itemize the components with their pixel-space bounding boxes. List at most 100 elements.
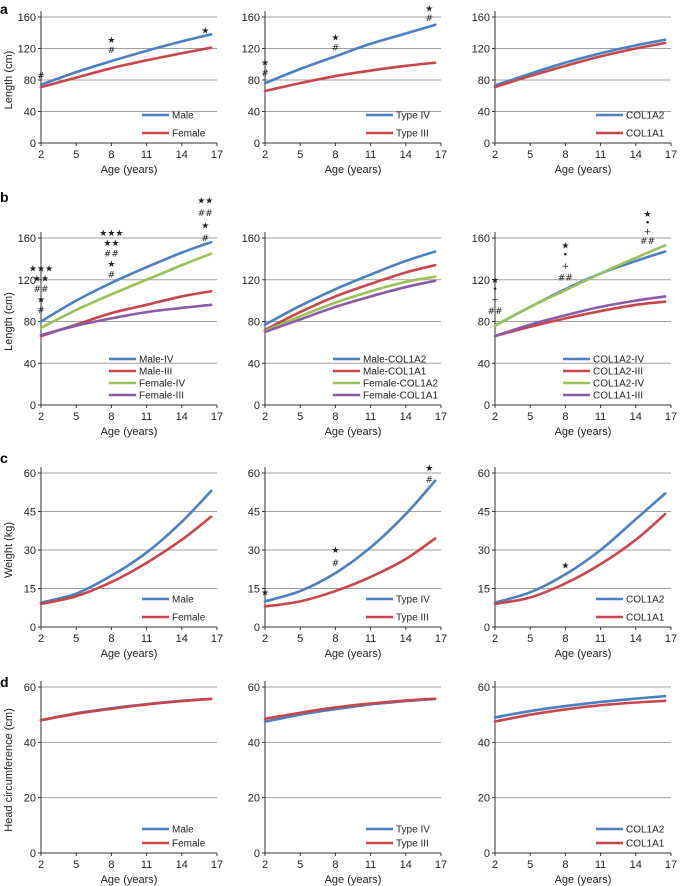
x-tick-label: 5	[73, 411, 79, 423]
legend-label: COL1A2-III	[593, 367, 643, 378]
significance-marker: ##	[33, 285, 48, 295]
x-tick-label: 8	[332, 859, 338, 871]
x-tick-label: 17	[665, 411, 677, 423]
y-tick-label: 160	[472, 233, 490, 245]
x-tick-label: 17	[435, 633, 447, 645]
x-tick-label: 2	[262, 859, 268, 871]
x-tick-label: 2	[492, 411, 498, 423]
x-axis-label: Age (years)	[101, 164, 158, 176]
significance-marker: ##	[104, 250, 119, 260]
series-line-male-col1a2	[263, 250, 437, 326]
significance-marker: +	[644, 228, 652, 238]
x-tick-label: 2	[492, 633, 498, 645]
series-line-col1a1	[493, 512, 667, 606]
x-tick-label: 11	[141, 859, 152, 871]
panel-label: d	[0, 674, 9, 690]
y-tick-label: 40	[248, 358, 260, 370]
x-tick-label: 11	[365, 411, 376, 423]
x-tick-label: 17	[211, 149, 223, 161]
series-line-female-iii	[39, 303, 213, 337]
panel-label: c	[0, 450, 8, 466]
y-tick-label: 0	[254, 138, 260, 150]
legend-label: COL1A2-IV	[593, 355, 644, 366]
series-line-male	[39, 33, 213, 87]
y-tick-label: 20	[24, 793, 36, 805]
y-tick-label: 45	[24, 507, 36, 519]
y-tick-label: 80	[248, 75, 260, 87]
y-tick-label: 30	[478, 545, 490, 557]
x-tick-label: 5	[527, 633, 533, 645]
x-tick-label: 5	[297, 411, 303, 423]
legend-label: Female-COL1A2	[363, 379, 438, 390]
y-tick-label: 0	[254, 622, 260, 634]
significance-marker: ★	[201, 26, 209, 36]
significance-marker: ★	[331, 546, 339, 556]
significance-marker: #	[37, 71, 45, 81]
y-tick-label: 120	[242, 275, 260, 287]
x-tick-label: 11	[141, 149, 152, 161]
x-tick-label: 11	[141, 633, 152, 645]
x-tick-label: 11	[141, 411, 152, 423]
x-axis-label: Age (years)	[555, 874, 612, 886]
series-line-type iv	[263, 479, 437, 603]
y-tick-label: 40	[478, 737, 490, 749]
y-tick-label: 60	[24, 682, 36, 694]
significance-marker: #	[332, 559, 340, 569]
x-axis-label: Age (years)	[555, 648, 612, 660]
x-axis-label: Age (years)	[101, 874, 158, 886]
significance-marker: #	[108, 271, 116, 281]
y-tick-label: 60	[248, 682, 260, 694]
y-tick-label: 160	[18, 12, 36, 24]
legend-label: COL1A2-IV	[593, 379, 644, 390]
series-line-female	[39, 515, 213, 606]
series-line-female-iv	[39, 252, 213, 330]
y-tick-label: 20	[248, 793, 260, 805]
x-tick-label: 14	[176, 859, 188, 871]
x-axis-label: Age (years)	[325, 426, 382, 438]
significance-marker: •	[645, 218, 650, 228]
x-tick-label: 17	[211, 633, 223, 645]
x-tick-label: 11	[365, 859, 376, 871]
panel-label: a	[0, 1, 8, 17]
y-tick-label: 120	[18, 44, 36, 56]
legend-label: COL1A1	[626, 839, 665, 850]
x-axis-label: Age (years)	[101, 648, 158, 660]
x-tick-label: 2	[262, 149, 268, 161]
y-tick-label: 40	[24, 737, 36, 749]
x-tick-label: 8	[332, 633, 338, 645]
x-tick-label: 14	[630, 859, 642, 871]
y-tick-label: 15	[248, 584, 260, 596]
y-axis-label: Head circumference (cm)	[3, 708, 15, 831]
significance-marker: ★	[425, 4, 433, 14]
significance-marker: ★	[37, 296, 45, 306]
legend-label: Female-COL1A1	[363, 391, 438, 402]
y-tick-label: 40	[248, 107, 260, 119]
chart-panel-2-3: 0 40 80 120 160 2 5 8 11 14 17 Age (years) COL1A2-IV…	[472, 210, 677, 438]
chart-panel-1-1: 0 40 80 120 160 2 5 8 11 14 17 Age (years) Length (c…	[0, 1, 223, 176]
y-tick-label: 15	[478, 584, 490, 596]
x-tick-label: 2	[38, 633, 44, 645]
y-tick-label: 20	[478, 793, 490, 805]
x-axis-label: Age (years)	[325, 874, 382, 886]
y-tick-label: 0	[30, 138, 36, 150]
y-tick-label: 160	[242, 233, 260, 245]
x-tick-label: 17	[665, 149, 677, 161]
y-tick-label: 160	[18, 233, 36, 245]
chart-panel-3-3: 0 15 30 45 60 2 5 8 11 14 17 Age (years) COL1A2 COL1A…	[478, 467, 677, 660]
x-tick-label: 17	[665, 859, 677, 871]
y-tick-label: 0	[254, 848, 260, 860]
legend-label: Male	[172, 111, 194, 122]
x-tick-label: 2	[38, 411, 44, 423]
chart-panel-2-1: 0 40 80 120 160 2 5 8 11 14 17 Age (years) Length (c…	[0, 189, 223, 438]
y-axis-label: Length (cm)	[3, 292, 15, 351]
y-tick-label: 60	[478, 682, 490, 694]
x-tick-label: 8	[562, 633, 568, 645]
y-tick-label: 60	[478, 468, 490, 480]
significance-marker: ★★	[197, 196, 213, 206]
series-line-female	[39, 697, 213, 722]
y-tick-label: 120	[472, 275, 490, 287]
x-tick-label: 14	[630, 633, 642, 645]
x-tick-label: 8	[108, 149, 114, 161]
legend-label: COL1A1	[626, 129, 665, 140]
x-tick-label: 2	[492, 149, 498, 161]
